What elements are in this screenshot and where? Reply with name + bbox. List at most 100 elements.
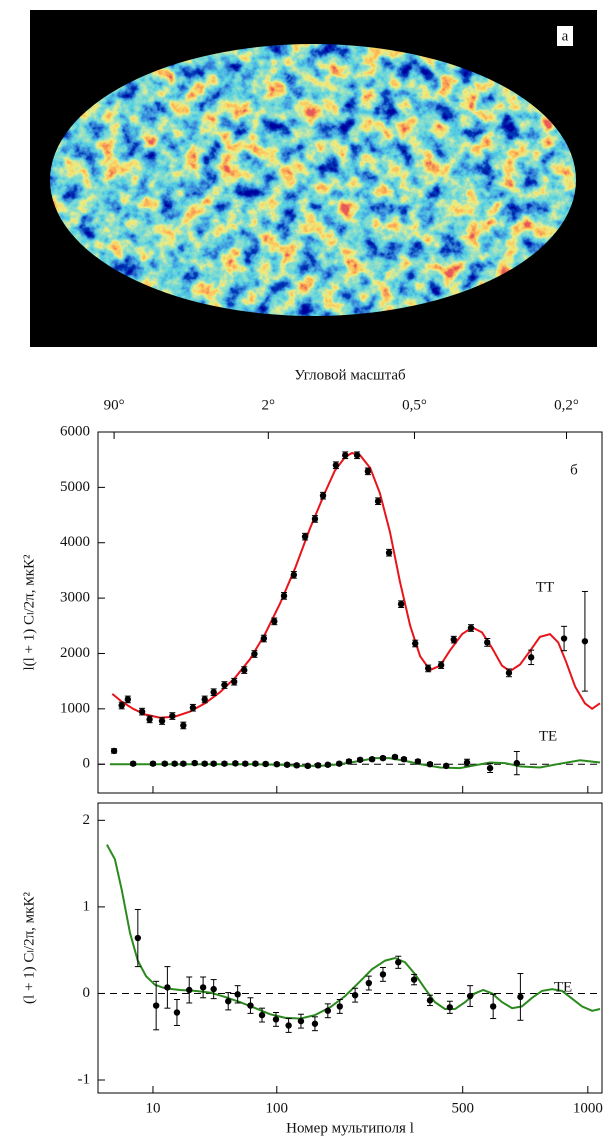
data-point [324, 761, 332, 768]
data-point [129, 760, 137, 767]
data-point [351, 991, 359, 999]
data-point [225, 998, 232, 1005]
plot-frame [97, 802, 603, 1094]
data-point [251, 650, 258, 658]
data-point [314, 762, 322, 769]
series-label: TT [536, 579, 554, 595]
data-point [437, 661, 445, 669]
data-point [467, 624, 475, 632]
y-tick-label: 2 [83, 812, 91, 828]
x-top-axis-label: Угловой масштаб [294, 367, 406, 383]
y-axis-label: l(l + 1) Cₗ/2π, мкК² [21, 554, 37, 671]
sky-map [50, 44, 576, 316]
data-point [385, 549, 393, 556]
y-tick-label: 4000 [60, 534, 90, 550]
y-tick-label: 2000 [60, 645, 90, 661]
y-tick-label: 3000 [60, 590, 90, 606]
data-point [368, 756, 376, 763]
data-point [273, 761, 280, 768]
data-point [232, 760, 239, 767]
data-point [201, 696, 208, 703]
data-point [158, 717, 166, 725]
data-point [134, 934, 142, 942]
data-point [124, 696, 132, 703]
map-label: а [562, 28, 569, 44]
data-point [301, 533, 309, 540]
y-tick-label: 1 [83, 898, 91, 914]
fit-curve [111, 451, 601, 719]
data-point [353, 452, 361, 459]
x-tick-label: 500 [451, 1100, 474, 1116]
data-point [280, 592, 288, 600]
data-point [397, 600, 405, 608]
data-point [581, 638, 589, 645]
data-point [271, 618, 278, 625]
data-point [201, 760, 208, 767]
x-tick-label: 100 [266, 1100, 289, 1116]
data-point [304, 762, 311, 770]
data-point [262, 760, 269, 768]
sky-map-texture [50, 44, 576, 316]
data-point [311, 515, 319, 523]
data-point [311, 1020, 319, 1027]
data-point [210, 985, 217, 993]
data-point [258, 1011, 266, 1019]
panel-label: б [570, 462, 578, 478]
data-point [450, 636, 457, 643]
data-point [285, 1022, 292, 1029]
data-point [138, 708, 146, 715]
data-point [324, 1007, 332, 1014]
data-point [443, 762, 450, 770]
data-point [560, 635, 568, 642]
data-point [221, 681, 228, 689]
series-label: TE [539, 728, 557, 744]
data-point [180, 722, 187, 729]
data-point [364, 468, 372, 475]
data-point [484, 639, 491, 646]
data-point [247, 1002, 254, 1009]
x-tick-label: 1000 [573, 1100, 603, 1116]
data-point [173, 1009, 181, 1016]
data-point [486, 764, 494, 772]
data-point [164, 984, 171, 991]
data-point [283, 761, 291, 768]
data-point [400, 756, 408, 763]
data-point [146, 716, 153, 723]
data-point [169, 712, 176, 720]
data-point [161, 760, 168, 767]
data-point [342, 452, 349, 459]
y-tick-label: 1000 [60, 700, 90, 716]
data-point [221, 760, 228, 767]
data-point [242, 760, 249, 767]
data-point [466, 992, 474, 1000]
y-tick-label: 5000 [60, 479, 90, 495]
data-point [260, 635, 268, 642]
data-point [391, 753, 399, 761]
data-point [186, 986, 193, 994]
data-point [241, 666, 248, 674]
data-point [297, 1017, 305, 1025]
y-tick-label: 6000 [60, 423, 90, 439]
data-point [379, 971, 387, 978]
x-top-tick-label: 90° [104, 397, 125, 413]
data-point [517, 993, 524, 1001]
data-point [414, 758, 422, 765]
y-axis-label: (l + 1) Cₗ/2π, мкК² [21, 892, 37, 1004]
data-point [210, 760, 217, 767]
data-point [426, 761, 434, 768]
data-point [412, 640, 419, 647]
data-point [379, 754, 387, 762]
data-point [505, 669, 513, 677]
data-point [199, 984, 207, 991]
y-tick-label: 0 [83, 756, 91, 772]
data-point [210, 689, 217, 696]
y-tick-label: -1 [78, 1071, 91, 1087]
data-point [426, 997, 434, 1004]
data-point [463, 759, 471, 766]
data-point [252, 760, 259, 767]
data-point [118, 702, 125, 709]
data-point [395, 959, 402, 966]
data-point [180, 760, 187, 767]
series-label: TE [554, 979, 572, 995]
